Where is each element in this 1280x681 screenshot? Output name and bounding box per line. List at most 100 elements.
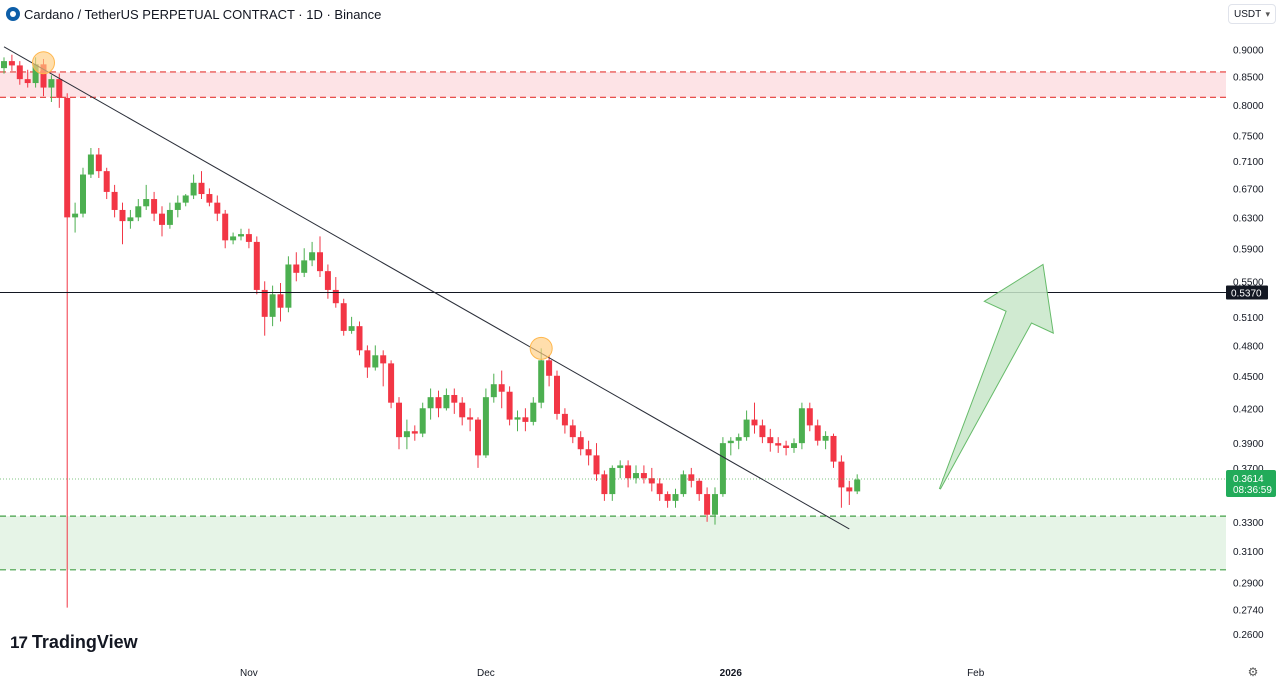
candle: [111, 184, 118, 218]
y-tick-label: 0.5900: [1233, 244, 1264, 255]
y-tick-label: 0.7100: [1233, 157, 1264, 168]
candle: [791, 438, 797, 453]
candle-body: [190, 182, 197, 196]
candle-body: [87, 154, 94, 175]
y-tick-label: 0.2600: [1233, 630, 1264, 641]
candle-body: [388, 363, 395, 403]
candle-body: [633, 473, 639, 479]
candle: [640, 465, 647, 484]
candle-body: [111, 191, 118, 210]
candle-body: [40, 64, 47, 88]
candle-body: [403, 431, 410, 438]
candle: [261, 281, 268, 336]
candle-body: [672, 494, 679, 501]
candle-body: [16, 65, 23, 80]
candle: [206, 188, 213, 207]
candle: [253, 236, 260, 295]
candle-body: [127, 217, 134, 222]
candle-body: [727, 440, 734, 444]
candle-body: [269, 294, 276, 317]
candle: [585, 440, 592, 466]
y-tick-label: 0.4800: [1233, 341, 1264, 352]
chart-title: Cardano / TetherUS PERPETUAL CONTRACT · …: [24, 6, 382, 22]
candle: [427, 388, 434, 420]
candle-body: [364, 350, 371, 368]
candle-body: [451, 394, 458, 403]
candle: [719, 437, 726, 497]
y-tick-label: 0.5500: [1233, 277, 1264, 288]
y-tick-label: 0.9000: [1233, 45, 1264, 56]
candle: [759, 419, 766, 444]
trendline-touch-marker: [529, 336, 553, 360]
candle-body: [317, 252, 323, 272]
candle: [798, 402, 805, 450]
candle: [245, 228, 252, 249]
candle-body: [324, 271, 331, 290]
gear-icon[interactable]: ⚙: [1247, 665, 1259, 679]
candle-body: [332, 289, 339, 304]
y-tick-label: 0.3900: [1233, 439, 1264, 450]
chart-header: Cardano / TetherUS PERPETUAL CONTRACT · …: [6, 5, 381, 23]
candle: [340, 298, 347, 336]
candle-body: [419, 408, 426, 434]
candle: [166, 202, 173, 229]
candle: [633, 465, 639, 484]
tradingview-logo[interactable]: 17 TradingView: [10, 632, 138, 653]
candle-body: [601, 474, 608, 495]
candle: [419, 402, 426, 438]
candle-body: [1, 61, 7, 69]
projection-arrow[interactable]: [938, 263, 1054, 490]
candle: [546, 355, 553, 387]
candle: [704, 487, 711, 522]
trendline[interactable]: [3, 46, 850, 530]
candle: [301, 248, 308, 278]
candle: [285, 256, 292, 313]
candle-body: [704, 494, 711, 515]
candle-body: [56, 79, 63, 98]
candle-body: [712, 494, 718, 515]
candle: [119, 202, 126, 245]
candle: [648, 467, 655, 492]
candle: [380, 350, 387, 387]
candle-body: [380, 355, 387, 364]
candle-body: [640, 473, 647, 479]
candle: [230, 232, 237, 245]
candle-body: [214, 202, 221, 214]
candle: [569, 419, 576, 444]
tradingview-label: TradingView: [31, 632, 138, 652]
currency-button[interactable]: USDT ▾: [1228, 4, 1276, 24]
candle: [80, 167, 86, 218]
candle: [214, 195, 221, 222]
support-zone: [0, 516, 1226, 570]
candle: [490, 373, 497, 403]
candle-body: [561, 413, 568, 426]
candle-body: [846, 487, 853, 492]
candle-body: [245, 234, 252, 242]
candle: [388, 360, 395, 409]
candle: [696, 478, 703, 501]
candle-body: [285, 264, 292, 308]
candle-body: [8, 61, 15, 66]
y-tick-label: 0.4200: [1233, 404, 1264, 415]
candle: [403, 419, 410, 450]
candle: [672, 488, 679, 508]
candle-body: [530, 402, 537, 422]
candle: [577, 431, 584, 456]
candle: [609, 465, 616, 501]
candle: [751, 402, 758, 434]
candle-body: [585, 449, 592, 456]
candle-body: [198, 182, 205, 195]
currency-label: USDT: [1234, 8, 1262, 20]
time-axis: Nov Dec 2026 Feb: [240, 668, 985, 679]
candle: [309, 241, 316, 267]
candle: [783, 440, 790, 456]
candle-body: [838, 461, 845, 488]
candle: [522, 408, 529, 432]
y-tick-label: 0.7500: [1233, 131, 1264, 142]
y-tick-label: 0.3300: [1233, 518, 1264, 529]
candles-layer: [1, 54, 861, 608]
candle: [324, 264, 331, 299]
candle: [238, 228, 244, 241]
candle: [775, 437, 782, 453]
